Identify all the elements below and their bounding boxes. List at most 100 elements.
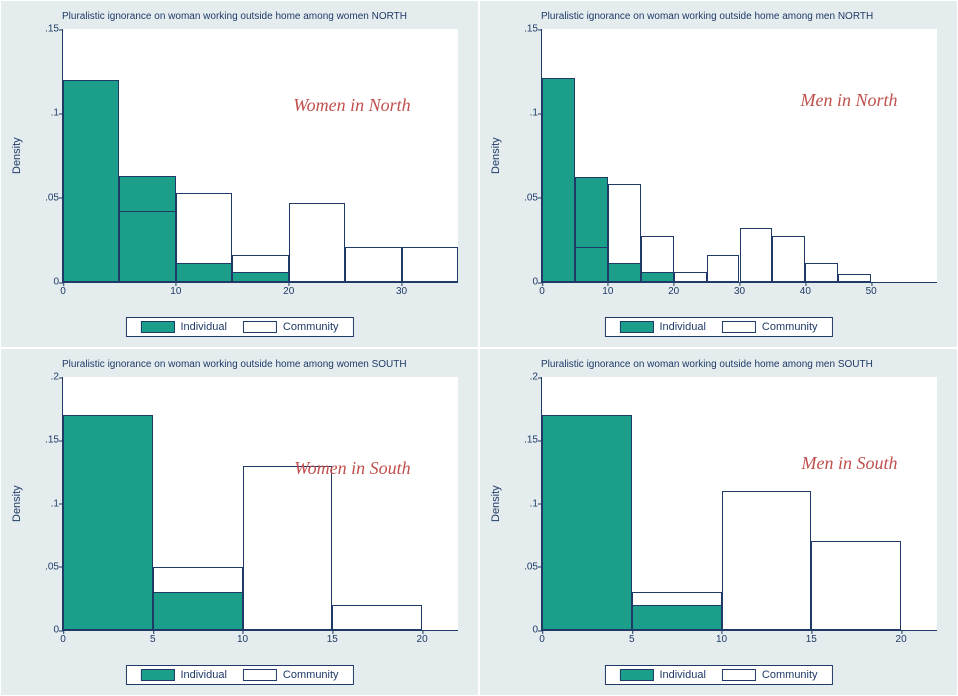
bar-individual [542,78,575,282]
panel-men-north: Pluralistic ignorance on woman working o… [479,0,958,348]
y-tick: .1 [530,498,538,509]
panel-inner: Pluralistic ignorance on woman working o… [7,7,472,341]
x-tick: 20 [417,634,428,645]
y-tick: 0 [53,625,59,636]
bar-community [153,567,243,630]
x-tick: 5 [150,634,156,645]
legend-label: Community [762,321,818,333]
panel-inner: Pluralistic ignorance on woman working o… [486,355,951,689]
x-tick: 5 [629,634,635,645]
y-tick: .1 [530,108,538,119]
bar-community [838,274,871,282]
x-tick: 50 [866,286,877,297]
bar-community [641,236,674,282]
y-tick: .2 [530,372,538,383]
panel-inner: Pluralistic ignorance on woman working o… [486,7,951,341]
legend-item-community: Community [235,669,347,681]
plot-area: 0.05.1.15.205101520Men in South [541,377,937,631]
y-tick: .2 [51,372,59,383]
panel-subtitle: Pluralistic ignorance on woman working o… [541,11,873,22]
y-tick: .15 [45,435,59,446]
y-tick: .15 [45,24,59,35]
y-tick: .05 [45,192,59,203]
legend-item-individual: Individual [611,321,713,333]
y-tick: .05 [524,561,538,572]
panel-men-south: Pluralistic ignorance on woman working o… [479,348,958,696]
bar-community [243,466,333,630]
bar-community [402,247,458,282]
y-tick: .1 [51,498,59,509]
bar-individual [542,415,632,630]
x-tick: 40 [800,286,811,297]
y-tick: .1 [51,108,59,119]
x-tick: 0 [60,286,66,297]
bar-community [176,193,232,282]
y-axis-label: Density [490,137,502,174]
bar-community [722,491,812,630]
legend-swatch [722,669,756,681]
panel-inner: Pluralistic ignorance on woman working o… [7,355,472,689]
plot-area: 0.05.1.15.205101520Women in South [62,377,458,631]
x-tick: 0 [60,634,66,645]
panel-subtitle: Pluralistic ignorance on woman working o… [541,359,873,370]
y-axis-label: Density [11,137,23,174]
legend: Individual Community [125,317,353,337]
bar-community [345,247,401,282]
plot-area: 0.05.1.150102030Women in North [62,29,458,283]
x-tick: 15 [327,634,338,645]
legend: Individual Community [604,665,832,685]
x-tick: 30 [734,286,745,297]
legend-label: Individual [659,669,705,681]
x-tick: 20 [896,634,907,645]
y-tick: .05 [524,192,538,203]
bar-community [805,263,838,282]
x-tick: 10 [716,634,727,645]
y-tick: .05 [45,561,59,572]
legend-swatch [243,321,277,333]
plot-area: 0.05.1.1501020304050Men in North [541,29,937,283]
y-tick: .15 [524,435,538,446]
panel-women-north: Pluralistic ignorance on woman working o… [0,0,479,348]
legend-item-individual: Individual [132,669,234,681]
legend-label: Community [762,669,818,681]
x-tick: 10 [170,286,181,297]
legend-label: Individual [180,321,226,333]
bar-community [332,605,422,630]
panel-subtitle: Pluralistic ignorance on woman working o… [62,11,407,22]
y-axis-label: Density [490,485,502,522]
legend-label: Community [283,321,339,333]
legend-swatch [619,321,653,333]
legend: Individual Community [604,317,832,337]
legend-item-individual: Individual [611,669,713,681]
panel-grid: Pluralistic ignorance on woman working o… [0,0,958,696]
bar-community [232,255,288,282]
y-tick: .15 [524,24,538,35]
y-tick: 0 [532,625,538,636]
bar-community [772,236,805,282]
x-tick: 30 [396,286,407,297]
bar-individual [63,80,119,282]
legend-swatch [243,669,277,681]
legend-item-community: Community [235,321,347,333]
bar-community [674,272,707,282]
legend-swatch [140,321,174,333]
panel-annotation: Men in North [801,90,898,111]
legend-item-individual: Individual [132,321,234,333]
bar-individual [63,415,153,630]
y-tick: 0 [532,277,538,288]
legend-label: Individual [659,321,705,333]
bar-community [289,203,345,282]
x-tick: 10 [237,634,248,645]
bar-community [632,592,722,630]
legend-item-community: Community [714,321,826,333]
y-tick: 0 [53,277,59,288]
legend-swatch [722,321,756,333]
legend-swatch [140,669,174,681]
bar-community [707,255,740,282]
x-tick: 15 [806,634,817,645]
x-tick: 10 [602,286,613,297]
x-tick: 0 [539,286,545,297]
x-tick: 20 [283,286,294,297]
legend-item-community: Community [714,669,826,681]
bar-community [119,211,175,282]
